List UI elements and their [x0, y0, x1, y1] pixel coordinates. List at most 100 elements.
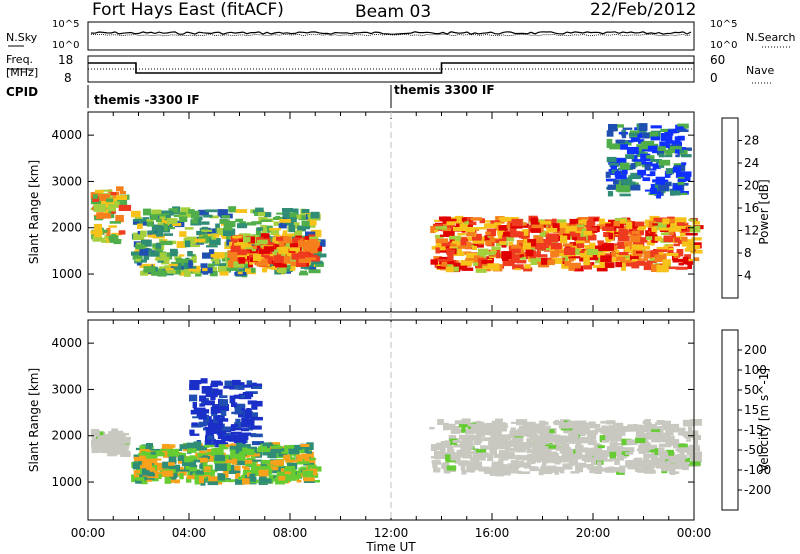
echo-cell	[287, 462, 298, 470]
echo-cell	[617, 455, 624, 461]
echo-cell	[199, 395, 207, 402]
echo-cell	[445, 264, 453, 267]
freq-unit-label: [MHz]	[6, 66, 38, 79]
echo-cell	[234, 253, 241, 260]
echo-cell	[190, 210, 200, 219]
noise-right-tick-high: 10^5	[710, 19, 737, 30]
echo-cell	[155, 247, 162, 252]
echo-cell	[235, 471, 241, 479]
echo-cell	[648, 131, 659, 139]
echo-cell	[512, 264, 524, 270]
echo-cell	[644, 164, 651, 171]
echo-cell	[522, 242, 531, 251]
echo-cell	[676, 463, 683, 466]
echo-cell	[237, 243, 246, 249]
echo-cell	[669, 424, 678, 430]
echo-cell	[665, 462, 677, 467]
echo-cell	[260, 461, 267, 468]
nave-tick-low: 0	[710, 71, 718, 85]
echo-cell	[650, 136, 661, 141]
echo-cell	[228, 470, 237, 474]
echo-cell	[526, 438, 533, 446]
echo-cell	[670, 190, 681, 196]
echo-cell	[190, 409, 197, 415]
echo-cell	[300, 444, 310, 447]
echo-cell	[567, 420, 580, 429]
echo-cell	[173, 263, 182, 270]
echo-cell	[198, 457, 208, 463]
echo-cell	[676, 249, 684, 257]
echo-cell	[221, 432, 233, 436]
echo-cell	[601, 425, 607, 432]
echo-cell	[106, 198, 114, 203]
echo-cell	[591, 450, 604, 456]
echo-cell	[569, 218, 582, 227]
echo-cell	[219, 399, 228, 407]
echo-cell	[533, 441, 547, 446]
echo-cell	[572, 438, 580, 444]
echo-cell	[136, 472, 149, 481]
echo-cell	[650, 183, 659, 189]
echo-cell	[210, 396, 216, 401]
echo-cell	[207, 228, 217, 236]
echo-cell	[217, 432, 224, 440]
echo-cell	[116, 186, 124, 192]
echo-cell	[447, 223, 455, 228]
echo-cell	[635, 457, 643, 464]
echo-cell	[586, 248, 599, 255]
echo-cell	[650, 125, 662, 129]
echo-cell	[603, 459, 614, 462]
echo-cell	[536, 251, 541, 257]
echo-cell	[543, 458, 557, 462]
echo-cell	[646, 240, 655, 245]
echo-cell	[216, 227, 229, 236]
echo-cell	[444, 248, 451, 251]
echo-cell	[202, 234, 208, 238]
echo-cell	[482, 267, 491, 272]
echo-cell	[564, 261, 572, 267]
echo-cell	[239, 447, 248, 454]
echo-cell	[93, 204, 106, 212]
echo-cell	[640, 141, 652, 150]
echo-cell	[262, 267, 268, 273]
echo-cell	[199, 422, 212, 426]
echo-cell	[630, 163, 636, 170]
echo-cell	[200, 378, 208, 384]
echo-cell	[674, 237, 681, 243]
echo-cell	[625, 154, 635, 159]
echo-cell	[662, 218, 670, 225]
echo-cell	[168, 462, 175, 466]
echo-cell	[284, 471, 292, 474]
echo-cell	[530, 228, 541, 233]
echo-cell	[191, 254, 196, 257]
echo-cell	[627, 463, 637, 469]
echo-cell	[213, 404, 222, 409]
echo-cell	[119, 433, 129, 436]
echo-cell	[677, 123, 689, 129]
echo-cell	[217, 209, 228, 217]
echo-cell	[436, 456, 446, 459]
echo-cell	[301, 220, 310, 227]
echo-cell	[634, 467, 647, 472]
echo-cell	[134, 260, 143, 264]
echo-cell	[693, 257, 700, 262]
echo-cell	[114, 201, 120, 208]
echo-cell	[463, 217, 473, 220]
echo-cell	[101, 239, 107, 243]
echo-cell	[279, 219, 291, 223]
echo-cell	[215, 424, 224, 429]
echo-cell	[199, 403, 205, 407]
echo-cell	[619, 162, 630, 170]
echo-cell	[239, 233, 251, 238]
echo-cell	[94, 233, 102, 238]
echo-cell	[470, 456, 480, 465]
echo-cell	[517, 471, 531, 474]
freq-tick-high: 18	[58, 53, 73, 67]
n-search-label: N.Search	[746, 31, 796, 44]
echo-cell	[627, 181, 633, 186]
time-tick-label: 00:00	[71, 526, 106, 540]
echo-cell	[229, 464, 235, 471]
echo-cell	[235, 478, 245, 485]
echo-cell	[180, 241, 187, 244]
echo-cell	[433, 462, 442, 465]
